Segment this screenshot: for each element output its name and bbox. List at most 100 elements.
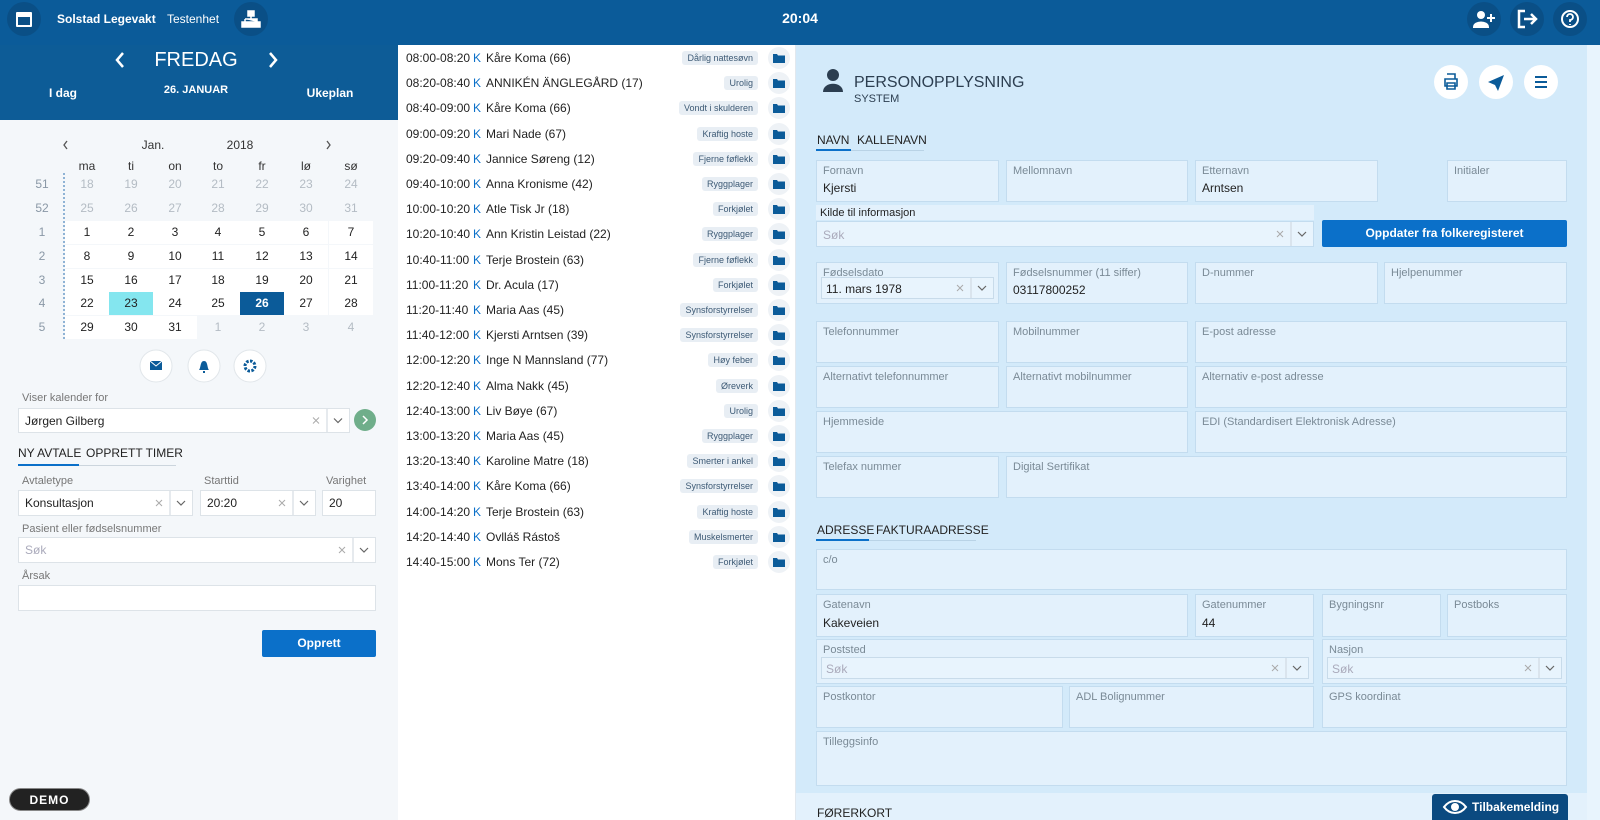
day-cell[interactable]: 4 — [329, 316, 373, 339]
day-cell[interactable]: 1 — [196, 316, 240, 339]
dropdown-icon[interactable] — [333, 418, 343, 424]
appointment-name[interactable]: Terje Brostein (63) — [486, 252, 585, 267]
clear-icon[interactable] — [1524, 664, 1532, 672]
clear-icon[interactable] — [312, 417, 320, 424]
day-cell[interactable]: 20 — [153, 173, 197, 196]
day-cell[interactable]: 2 — [240, 316, 284, 339]
form-tab[interactable]: NY AVTALE — [18, 446, 82, 460]
day-cell[interactable]: 29 — [240, 197, 284, 220]
submit-button[interactable]: Opprett — [262, 630, 376, 657]
field[interactable]: Nasjon Søk — [1322, 639, 1567, 684]
field[interactable]: Poststed Søk — [816, 639, 1314, 684]
field[interactable]: Postboks — [1447, 594, 1567, 637]
day-cell[interactable]: 14 — [329, 244, 373, 268]
day-cell[interactable]: 24 — [329, 173, 373, 196]
prev-day[interactable] — [115, 52, 124, 68]
today-button[interactable]: I dag — [48, 86, 77, 100]
appointment-name[interactable]: Dr. Acula (17) — [486, 277, 559, 292]
folder-button[interactable] — [767, 248, 791, 272]
appointment-name[interactable]: Terje Brostein (63) — [486, 504, 585, 519]
week-plan-button[interactable]: Ukeplan — [306, 86, 354, 100]
field[interactable]: GPS koordinat — [1322, 686, 1567, 728]
day-cell[interactable]: 29 — [65, 315, 109, 339]
day-cell[interactable]: 31 — [329, 197, 373, 220]
day-cell[interactable]: 23 — [109, 291, 153, 315]
day-cell[interactable]: 7 — [329, 220, 373, 244]
day-cell[interactable]: 25 — [65, 197, 109, 220]
source-input[interactable]: Søk — [816, 221, 1314, 247]
field[interactable]: Etternavn Arntsen — [1195, 160, 1378, 202]
day-cell[interactable]: 30 — [284, 197, 328, 220]
day-cell[interactable]: 31 — [153, 315, 197, 339]
field[interactable]: Hjelpenummer — [1384, 262, 1567, 304]
folder-button[interactable] — [767, 71, 791, 95]
appointment-name[interactable]: Karoline Matre (18) — [486, 454, 589, 469]
appointment-name[interactable]: Ann Kristin Leistad (22) — [486, 227, 611, 242]
day-cell[interactable]: 27 — [153, 197, 197, 220]
day-cell[interactable]: 18 — [196, 268, 240, 292]
appointment-name[interactable]: ANNIKÉN ÄNGLEGÅRD (17) — [486, 76, 643, 91]
folder-button[interactable] — [767, 424, 791, 448]
clear-icon[interactable] — [278, 499, 286, 507]
day-cell[interactable]: 22 — [240, 173, 284, 196]
field-input[interactable]: 11. mars 1978 — [821, 277, 994, 299]
dropdown-icon[interactable] — [977, 285, 987, 291]
day-cell[interactable]: 4 — [196, 220, 240, 244]
day-cell[interactable]: 21 — [196, 173, 240, 196]
day-cell[interactable]: 26 — [109, 197, 153, 220]
section-tab[interactable]: FAKTURAADRESSE — [876, 523, 989, 537]
appointment-name[interactable]: Alma Nakk (45) — [486, 378, 569, 393]
input[interactable]: Søk — [18, 537, 376, 563]
field[interactable]: Mobilnummer — [1006, 321, 1188, 363]
dropdown-icon[interactable] — [299, 500, 309, 506]
input[interactable]: Konsultasjon — [18, 490, 193, 516]
field[interactable]: Fødselsdato 11. mars 1978 — [816, 262, 999, 304]
field[interactable]: c/o — [816, 549, 1567, 590]
next-day[interactable] — [269, 52, 278, 68]
folder-button[interactable] — [767, 298, 791, 322]
clear-icon[interactable] — [1276, 230, 1284, 238]
day-cell[interactable]: 28 — [196, 197, 240, 220]
day-cell[interactable]: 22 — [65, 291, 109, 315]
day-cell[interactable]: 15 — [65, 268, 109, 292]
field[interactable]: Initialer — [1447, 160, 1567, 202]
folder-button[interactable] — [767, 273, 791, 297]
appointment-name[interactable]: Anna Kronisme (42) — [486, 177, 593, 191]
day-cell[interactable]: 12 — [240, 244, 284, 268]
day-cell[interactable]: 3 — [153, 220, 197, 244]
folder-button[interactable] — [767, 474, 791, 498]
field[interactable]: Postkontor — [816, 686, 1063, 728]
day-cell[interactable]: 17 — [153, 268, 197, 292]
help-button[interactable] — [1553, 2, 1587, 36]
day-cell[interactable]: 13 — [284, 244, 328, 268]
dropdown-icon[interactable] — [1545, 665, 1555, 671]
day-cell[interactable]: 19 — [240, 268, 284, 292]
section-tab[interactable]: KALLENAVN — [857, 133, 927, 147]
field[interactable]: Digital Sertifikat — [1006, 456, 1567, 498]
calendar-for-select[interactable]: Jørgen Gilberg — [18, 408, 350, 433]
day-cell[interactable]: 19 — [109, 173, 153, 196]
clear-icon[interactable] — [155, 499, 163, 507]
folder-button[interactable] — [767, 525, 791, 549]
folder-button[interactable] — [767, 96, 791, 120]
update-button[interactable]: Oppdater fra folkeregisteret — [1322, 220, 1567, 247]
input[interactable] — [18, 585, 376, 611]
field[interactable]: Alternativt mobilnummer — [1006, 366, 1188, 408]
field[interactable]: Alternativt telefonnummer — [816, 366, 999, 408]
appointment-name[interactable]: Kåre Koma (66) — [486, 479, 571, 494]
day-cell[interactable]: 20 — [284, 268, 328, 292]
print-button[interactable] — [1434, 65, 1468, 99]
appointment-name[interactable]: Kjersti Arntsen (39) — [486, 328, 589, 343]
folder-button[interactable] — [767, 147, 791, 171]
clear-icon[interactable] — [338, 546, 346, 554]
appointment-name[interactable]: Maria Aas (45) — [486, 429, 565, 443]
dropdown-icon[interactable] — [359, 547, 369, 553]
folder-button[interactable] — [767, 46, 791, 70]
field[interactable]: Telefax nummer — [816, 456, 999, 498]
field[interactable]: Alternativ e-post adresse — [1195, 366, 1567, 408]
day-cell[interactable]: 2 — [109, 220, 153, 244]
field[interactable]: D-nummer — [1195, 262, 1378, 304]
folder-button[interactable] — [767, 122, 791, 146]
clear-icon[interactable] — [1271, 664, 1279, 672]
folder-button[interactable] — [767, 348, 791, 372]
